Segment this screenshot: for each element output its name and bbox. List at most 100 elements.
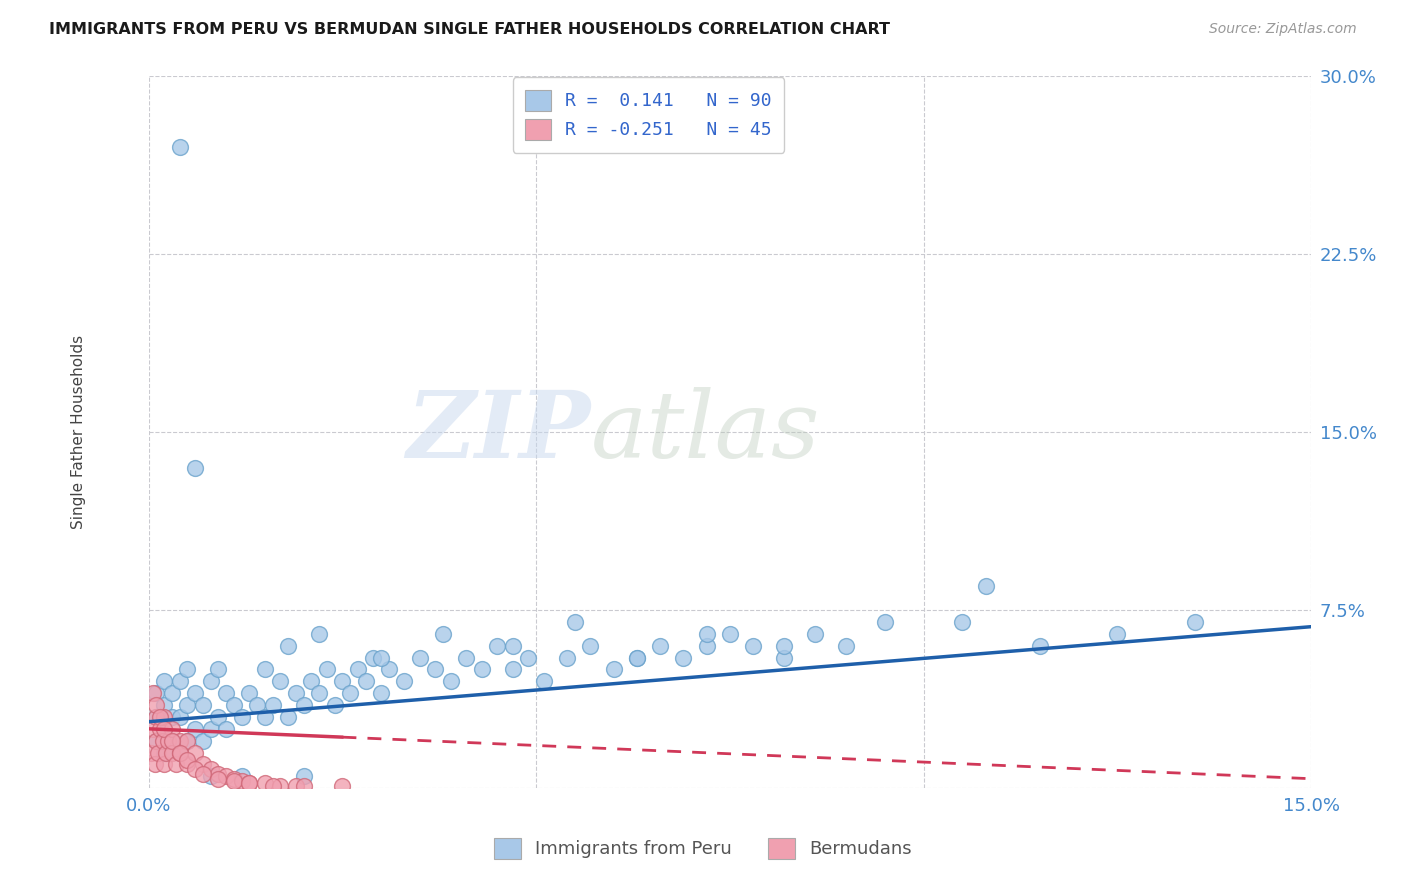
Point: [176, 733, 198, 747]
Legend: Immigrants from Peru, Bermudans: Immigrants from Peru, Bermudans: [482, 827, 924, 870]
Point: [149, 710, 172, 724]
Point: [191, 767, 214, 781]
Point: [603, 662, 626, 676]
Point: [207, 662, 229, 676]
Point: [471, 662, 494, 676]
Point: [285, 779, 308, 793]
Point: [184, 746, 207, 760]
Point: [176, 698, 198, 712]
Point: [169, 746, 191, 760]
Point: [200, 769, 222, 783]
Text: Source: ZipAtlas.com: Source: ZipAtlas.com: [1209, 22, 1357, 37]
Point: [145, 710, 167, 724]
Point: [425, 662, 447, 676]
Point: [160, 722, 183, 736]
Point: [222, 774, 245, 789]
Point: [176, 753, 198, 767]
Point: [262, 779, 284, 793]
Point: [277, 710, 299, 724]
Point: [184, 722, 207, 736]
Point: [176, 733, 198, 747]
Point: [363, 650, 385, 665]
Point: [773, 650, 796, 665]
Point: [191, 733, 214, 747]
Point: [456, 650, 478, 665]
Point: [165, 757, 187, 772]
Point: [146, 746, 169, 760]
Point: [1107, 627, 1129, 641]
Point: [308, 627, 330, 641]
Point: [378, 662, 401, 676]
Point: [200, 674, 222, 689]
Point: [153, 710, 176, 724]
Point: [301, 674, 323, 689]
Point: [184, 460, 207, 475]
Point: [153, 746, 176, 760]
Point: [169, 674, 191, 689]
Point: [952, 615, 974, 629]
Point: [191, 757, 214, 772]
Legend: R =  0.141   N = 90, R = -0.251   N = 45: R = 0.141 N = 90, R = -0.251 N = 45: [513, 78, 785, 153]
Point: [145, 698, 167, 712]
Point: [160, 710, 183, 724]
Point: [285, 686, 308, 700]
Point: [835, 639, 858, 653]
Point: [207, 767, 229, 781]
Point: [564, 615, 586, 629]
Point: [502, 662, 524, 676]
Point: [269, 674, 291, 689]
Point: [432, 627, 454, 641]
Point: [873, 615, 896, 629]
Point: [200, 762, 222, 776]
Point: [238, 776, 260, 790]
Point: [176, 757, 198, 772]
Point: [253, 662, 276, 676]
Point: [1029, 639, 1052, 653]
Point: [231, 774, 253, 789]
Text: ZIP: ZIP: [406, 387, 591, 477]
Point: [176, 662, 198, 676]
Point: [215, 722, 238, 736]
Point: [292, 779, 315, 793]
Point: [672, 650, 695, 665]
Point: [394, 674, 416, 689]
Point: [200, 722, 222, 736]
Point: [160, 686, 183, 700]
Text: IMMIGRANTS FROM PERU VS BERMUDAN SINGLE FATHER HOUSEHOLDS CORRELATION CHART: IMMIGRANTS FROM PERU VS BERMUDAN SINGLE …: [49, 22, 890, 37]
Point: [149, 722, 172, 736]
Point: [142, 722, 165, 736]
Point: [555, 650, 578, 665]
Point: [332, 779, 354, 793]
Point: [370, 650, 392, 665]
Point: [253, 776, 276, 790]
Point: [517, 650, 540, 665]
Point: [626, 650, 648, 665]
Point: [153, 722, 176, 736]
Point: [773, 639, 796, 653]
Point: [169, 140, 191, 154]
Point: [718, 627, 741, 641]
Point: [231, 710, 253, 724]
Point: [155, 746, 177, 760]
Point: [160, 746, 183, 760]
Point: [262, 698, 284, 712]
Point: [215, 686, 238, 700]
Point: [153, 757, 176, 772]
Point: [277, 639, 299, 653]
Point: [246, 698, 269, 712]
Point: [804, 627, 827, 641]
Point: [157, 733, 180, 747]
Point: [145, 733, 167, 747]
Point: [502, 639, 524, 653]
Point: [142, 686, 165, 700]
Point: [626, 650, 648, 665]
Point: [742, 639, 765, 653]
Point: [370, 686, 392, 700]
Point: [215, 769, 238, 783]
Point: [486, 639, 509, 653]
Point: [184, 762, 207, 776]
Point: [650, 639, 672, 653]
Point: [292, 698, 315, 712]
Point: [191, 698, 214, 712]
Y-axis label: Single Father Households: Single Father Households: [72, 334, 86, 529]
